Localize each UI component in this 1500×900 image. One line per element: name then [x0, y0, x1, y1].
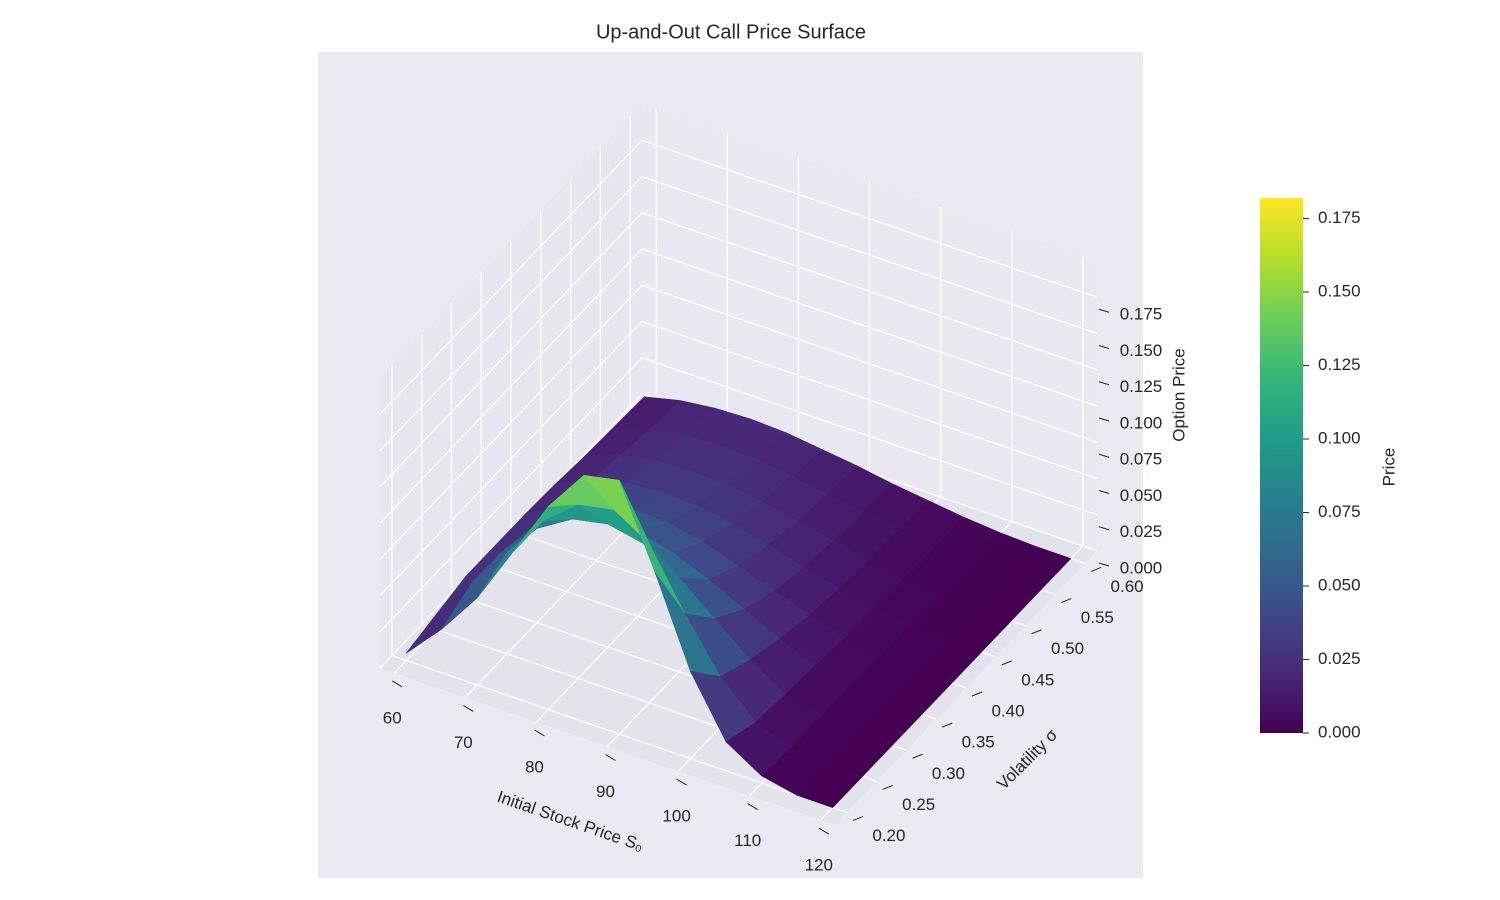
z-tick — [1098, 453, 1110, 458]
colorbar-tick-label: 0.050 — [1318, 576, 1361, 595]
x-tick-label: 90 — [596, 782, 615, 801]
grid-line — [379, 284, 643, 560]
x-tick — [463, 705, 474, 712]
colorbar-tick-label: 0.025 — [1318, 649, 1361, 668]
y-tick-label: 0.50 — [1051, 639, 1084, 658]
grid-line — [641, 139, 1098, 298]
y-tick-label: 0.20 — [872, 826, 905, 845]
y-tick — [1061, 598, 1072, 604]
z-axis-label: Option Price — [1169, 348, 1188, 442]
grid-line — [641, 284, 1098, 443]
x-tick-label: 60 — [383, 708, 402, 727]
grid-line — [641, 320, 1098, 480]
y-tick-label: 0.55 — [1081, 608, 1114, 627]
z-tick — [1098, 417, 1110, 422]
axes: 60 70 80 90 100 110 120 0.20 0.25 0.30 0.35 0.40 0.4… — [383, 305, 1163, 875]
colorbar-tick-label: 0.000 — [1318, 722, 1361, 741]
surface — [405, 396, 1072, 808]
y-tick — [942, 722, 953, 728]
z-tick-label: 0.150 — [1120, 341, 1163, 360]
grid-line — [641, 175, 1098, 335]
z-tick-label: 0.100 — [1120, 413, 1163, 432]
x-tick — [605, 754, 616, 761]
colorbar-tick-label: 0.100 — [1318, 429, 1361, 448]
colorbar-axis: 0.000 0.025 0.050 0.075 0.100 0.125 0.150 0.175 — [1303, 208, 1361, 741]
z-tick — [1098, 562, 1110, 567]
z-tick — [1098, 345, 1110, 349]
x-tick-label: 110 — [734, 831, 761, 850]
surface-facet — [796, 763, 864, 808]
grid-line — [379, 357, 643, 633]
grid-line — [379, 139, 643, 415]
y-tick — [1090, 566, 1102, 572]
x-tick — [747, 803, 758, 810]
y-tick — [912, 753, 923, 759]
z-tick-label: 0.175 — [1120, 305, 1163, 324]
grid-line — [379, 176, 643, 451]
z-tick-label: 0.025 — [1120, 522, 1163, 541]
y-tick — [1001, 660, 1012, 666]
y-tick-label: 0.45 — [1021, 670, 1054, 689]
y-tick-label: 0.25 — [902, 795, 935, 814]
chart-title: Up-and-Out Call Price Surface — [596, 21, 866, 43]
z-tick-label: 0.000 — [1120, 558, 1163, 577]
z-tick — [1098, 381, 1110, 386]
y-tick-label: 0.35 — [962, 733, 995, 752]
x-tick — [676, 778, 687, 786]
z-tick — [1098, 308, 1110, 313]
colorbar-tick-label: 0.175 — [1318, 208, 1361, 227]
x-tick — [391, 680, 403, 688]
grid-line — [641, 248, 1098, 407]
colorbar-tick-label: 0.150 — [1318, 282, 1361, 301]
y-tick — [882, 784, 893, 790]
x-tick-label: 100 — [662, 807, 690, 826]
grid-line — [379, 212, 643, 488]
x-tick — [534, 729, 545, 737]
y-tick — [1031, 629, 1042, 635]
x-tick-label: 80 — [525, 757, 544, 776]
z-tick-label: 0.050 — [1120, 486, 1163, 505]
grid-line — [379, 321, 643, 596]
colorbar — [1260, 198, 1303, 733]
y-tick — [852, 816, 864, 822]
x-tick-label: 120 — [805, 856, 833, 875]
z-tick — [1098, 490, 1110, 494]
grid-line — [391, 654, 848, 814]
z-tick-label: 0.075 — [1120, 450, 1163, 469]
z-tick-label: 0.125 — [1120, 377, 1163, 396]
x-tick-label: 70 — [454, 733, 473, 752]
y-tick-label: 0.30 — [932, 764, 965, 783]
y-tick-label: 0.40 — [991, 701, 1024, 720]
z-tick — [1098, 526, 1110, 531]
colorbar-tick-label: 0.125 — [1318, 355, 1361, 374]
y-tick-label: 0.60 — [1111, 577, 1144, 596]
x-tick — [818, 827, 830, 835]
grid-line — [641, 212, 1098, 371]
grid-line — [641, 357, 1098, 516]
y-tick — [971, 691, 983, 697]
grid-line — [379, 248, 643, 524]
colorbar-label: Price — [1379, 448, 1398, 487]
colorbar-tick-label: 0.075 — [1318, 502, 1361, 521]
